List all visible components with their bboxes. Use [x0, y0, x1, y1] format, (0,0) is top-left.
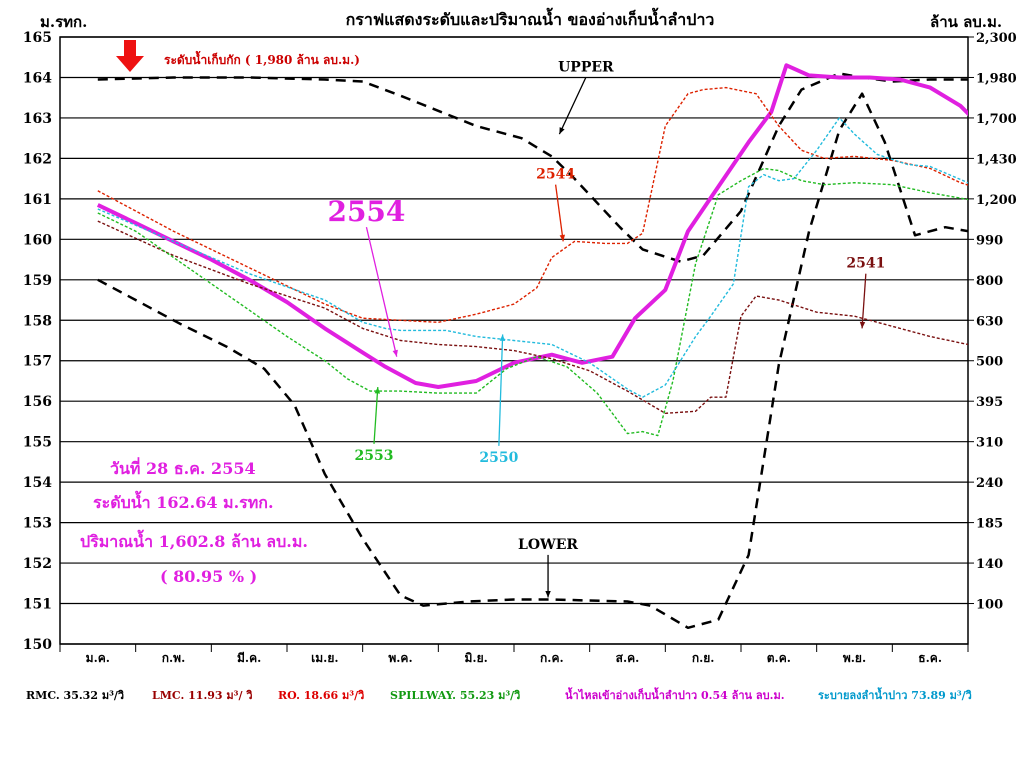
- series-line-lower: [97, 92, 968, 630]
- month-label: ม.ค.: [86, 651, 110, 665]
- month-label: มิ.ย.: [465, 651, 488, 665]
- annotation-leader: [554, 184, 564, 242]
- annotation-label: 2550: [479, 450, 518, 466]
- annotation-arrowhead: [499, 334, 506, 341]
- red-down-arrow-icon: [116, 40, 144, 72]
- left-axis-unit: ม.รทก.: [40, 13, 88, 31]
- left-tick-label: 161: [23, 192, 52, 208]
- series-lines: [96, 63, 968, 630]
- grid-lines: [59, 36, 969, 645]
- annotation-label: LOWER: [518, 537, 578, 553]
- left-tick-label: 162: [23, 151, 52, 167]
- month-label: พ.ย.: [843, 651, 866, 665]
- right-tick-label: 140: [976, 557, 1003, 572]
- series-line-2550: [97, 117, 968, 398]
- month-label: ธ.ค.: [918, 651, 942, 665]
- annotation-arrowhead: [559, 127, 565, 135]
- annotation-arrowhead: [392, 349, 398, 357]
- footer-inflow: น้ำไหลเข้าอ่างเก็บน้ำลำปาว 0.54 ล้าน ลบ.…: [565, 689, 785, 702]
- month-label: เม.ย.: [311, 651, 338, 665]
- series-line-2544: [97, 86, 968, 323]
- left-tick-label: 151: [23, 597, 52, 613]
- right-axis-ticks: 1,980 1,700 1,430 1,200 990 800 630 500 395 310 24…: [968, 31, 1017, 613]
- right-tick-label: 1,200: [976, 193, 1017, 208]
- info-level: ระดับน้ำ 162.64 ม.รทก.: [93, 493, 274, 512]
- info-percent: ( 80.95 % ): [160, 567, 258, 586]
- left-tick-label: 157: [23, 354, 52, 370]
- month-label: ก.พ.: [162, 651, 186, 665]
- left-tick-label: 153: [23, 516, 52, 532]
- annotation-leader: [498, 334, 504, 446]
- max-storage-label: ระดับน้ำเก็บกัก ( 1,980 ล้าน ลบ.ม.): [164, 53, 360, 67]
- annotation-arrowhead: [374, 387, 381, 394]
- left-tick-label: 156: [23, 394, 52, 410]
- annotation-leader: [861, 273, 867, 329]
- left-tick-label: 160: [23, 232, 52, 248]
- left-tick-label: 152: [23, 556, 52, 572]
- left-tick-label: 165: [23, 30, 52, 46]
- month-label: ก.ค.: [540, 651, 564, 665]
- month-label: มี.ค.: [237, 651, 261, 665]
- series-annotations: UPPER 2544 2554 2541 2553 2550 LOWER: [327, 59, 885, 598]
- right-tick-label: 1,430: [976, 152, 1017, 167]
- month-label: พ.ค.: [388, 651, 412, 665]
- left-tick-label: 159: [23, 273, 52, 289]
- annotation-arrowhead: [545, 591, 551, 598]
- left-axis-ticks: 150 151 152 153 154 155 156 157 158 159 160 161 162 1…: [23, 30, 52, 653]
- info-volume: ปริมาณน้ำ 1,602.8 ล้าน ลบ.ม.: [80, 532, 308, 551]
- left-tick-label: 154: [23, 475, 52, 491]
- series-line-2553: [97, 167, 968, 437]
- right-tick-label: 1,980: [976, 71, 1017, 86]
- annotation-label: UPPER: [558, 59, 614, 75]
- annotation-label: 2553: [355, 448, 394, 464]
- right-tick-label: 100: [976, 598, 1003, 613]
- left-tick-label: 163: [23, 111, 52, 127]
- right-tick-label: 240: [976, 476, 1003, 491]
- month-label: ก.ย.: [692, 651, 715, 665]
- month-label: ต.ค.: [767, 651, 791, 665]
- annotation-leader: [365, 226, 398, 357]
- annotation-arrowhead: [559, 234, 566, 242]
- annotation-leader: [373, 386, 379, 444]
- footer-rmc: RMC. 35.32 ม³/วิ: [26, 689, 125, 702]
- series-line-upper: [97, 72, 968, 263]
- chart-title: กราฟแสดงระดับและปริมาณน้ำ ของอ่างเก็บน้ำ…: [345, 10, 715, 29]
- left-tick-label: 155: [23, 435, 52, 451]
- annotation-label: 2541: [846, 256, 885, 272]
- footer-ro: RO. 18.66 ม³/วิ: [278, 689, 365, 702]
- series-line-2541: [97, 220, 968, 414]
- footer-release: ระบายลงลำน้ำปาว 73.89 ม³/วิ: [818, 689, 972, 702]
- annotation-label: 2554: [327, 195, 405, 228]
- right-tick-label: 800: [976, 274, 1003, 289]
- annotation-label: 2544: [536, 167, 575, 183]
- annotation-arrowhead: [859, 321, 866, 329]
- left-tick-label: 150: [23, 637, 52, 653]
- footer-lmc: LMC. 11.93 ม³/ วิ: [152, 689, 253, 702]
- month-axis-ticks: ม.ค. ก.พ. มี.ค. เม.ย. พ.ค. มิ.ย. ก.ค. ส.ค. ก.ย. ต…: [59, 644, 969, 665]
- right-tick-label: 2,300: [976, 31, 1017, 46]
- footer-spillway: SPILLWAY. 55.23 ม³/วิ: [390, 689, 521, 702]
- left-tick-label: 164: [23, 70, 52, 86]
- left-tick-label: 158: [23, 313, 52, 329]
- right-tick-label: 1,700: [976, 112, 1017, 127]
- right-tick-label: 990: [976, 233, 1003, 248]
- right-axis-unit: ล้าน ลบ.ม.: [930, 13, 1003, 31]
- month-label: ส.ค.: [616, 651, 640, 665]
- right-tick-label: 500: [976, 355, 1003, 370]
- right-tick-label: 395: [976, 395, 1003, 410]
- series-line-2554: [96, 63, 968, 389]
- right-tick-label: 185: [976, 517, 1003, 532]
- right-tick-label: 630: [976, 314, 1003, 329]
- right-tick-label: 310: [976, 436, 1003, 451]
- info-date: วันที่ 28 ธ.ค. 2554: [110, 459, 256, 478]
- annotation-leader: [558, 77, 587, 135]
